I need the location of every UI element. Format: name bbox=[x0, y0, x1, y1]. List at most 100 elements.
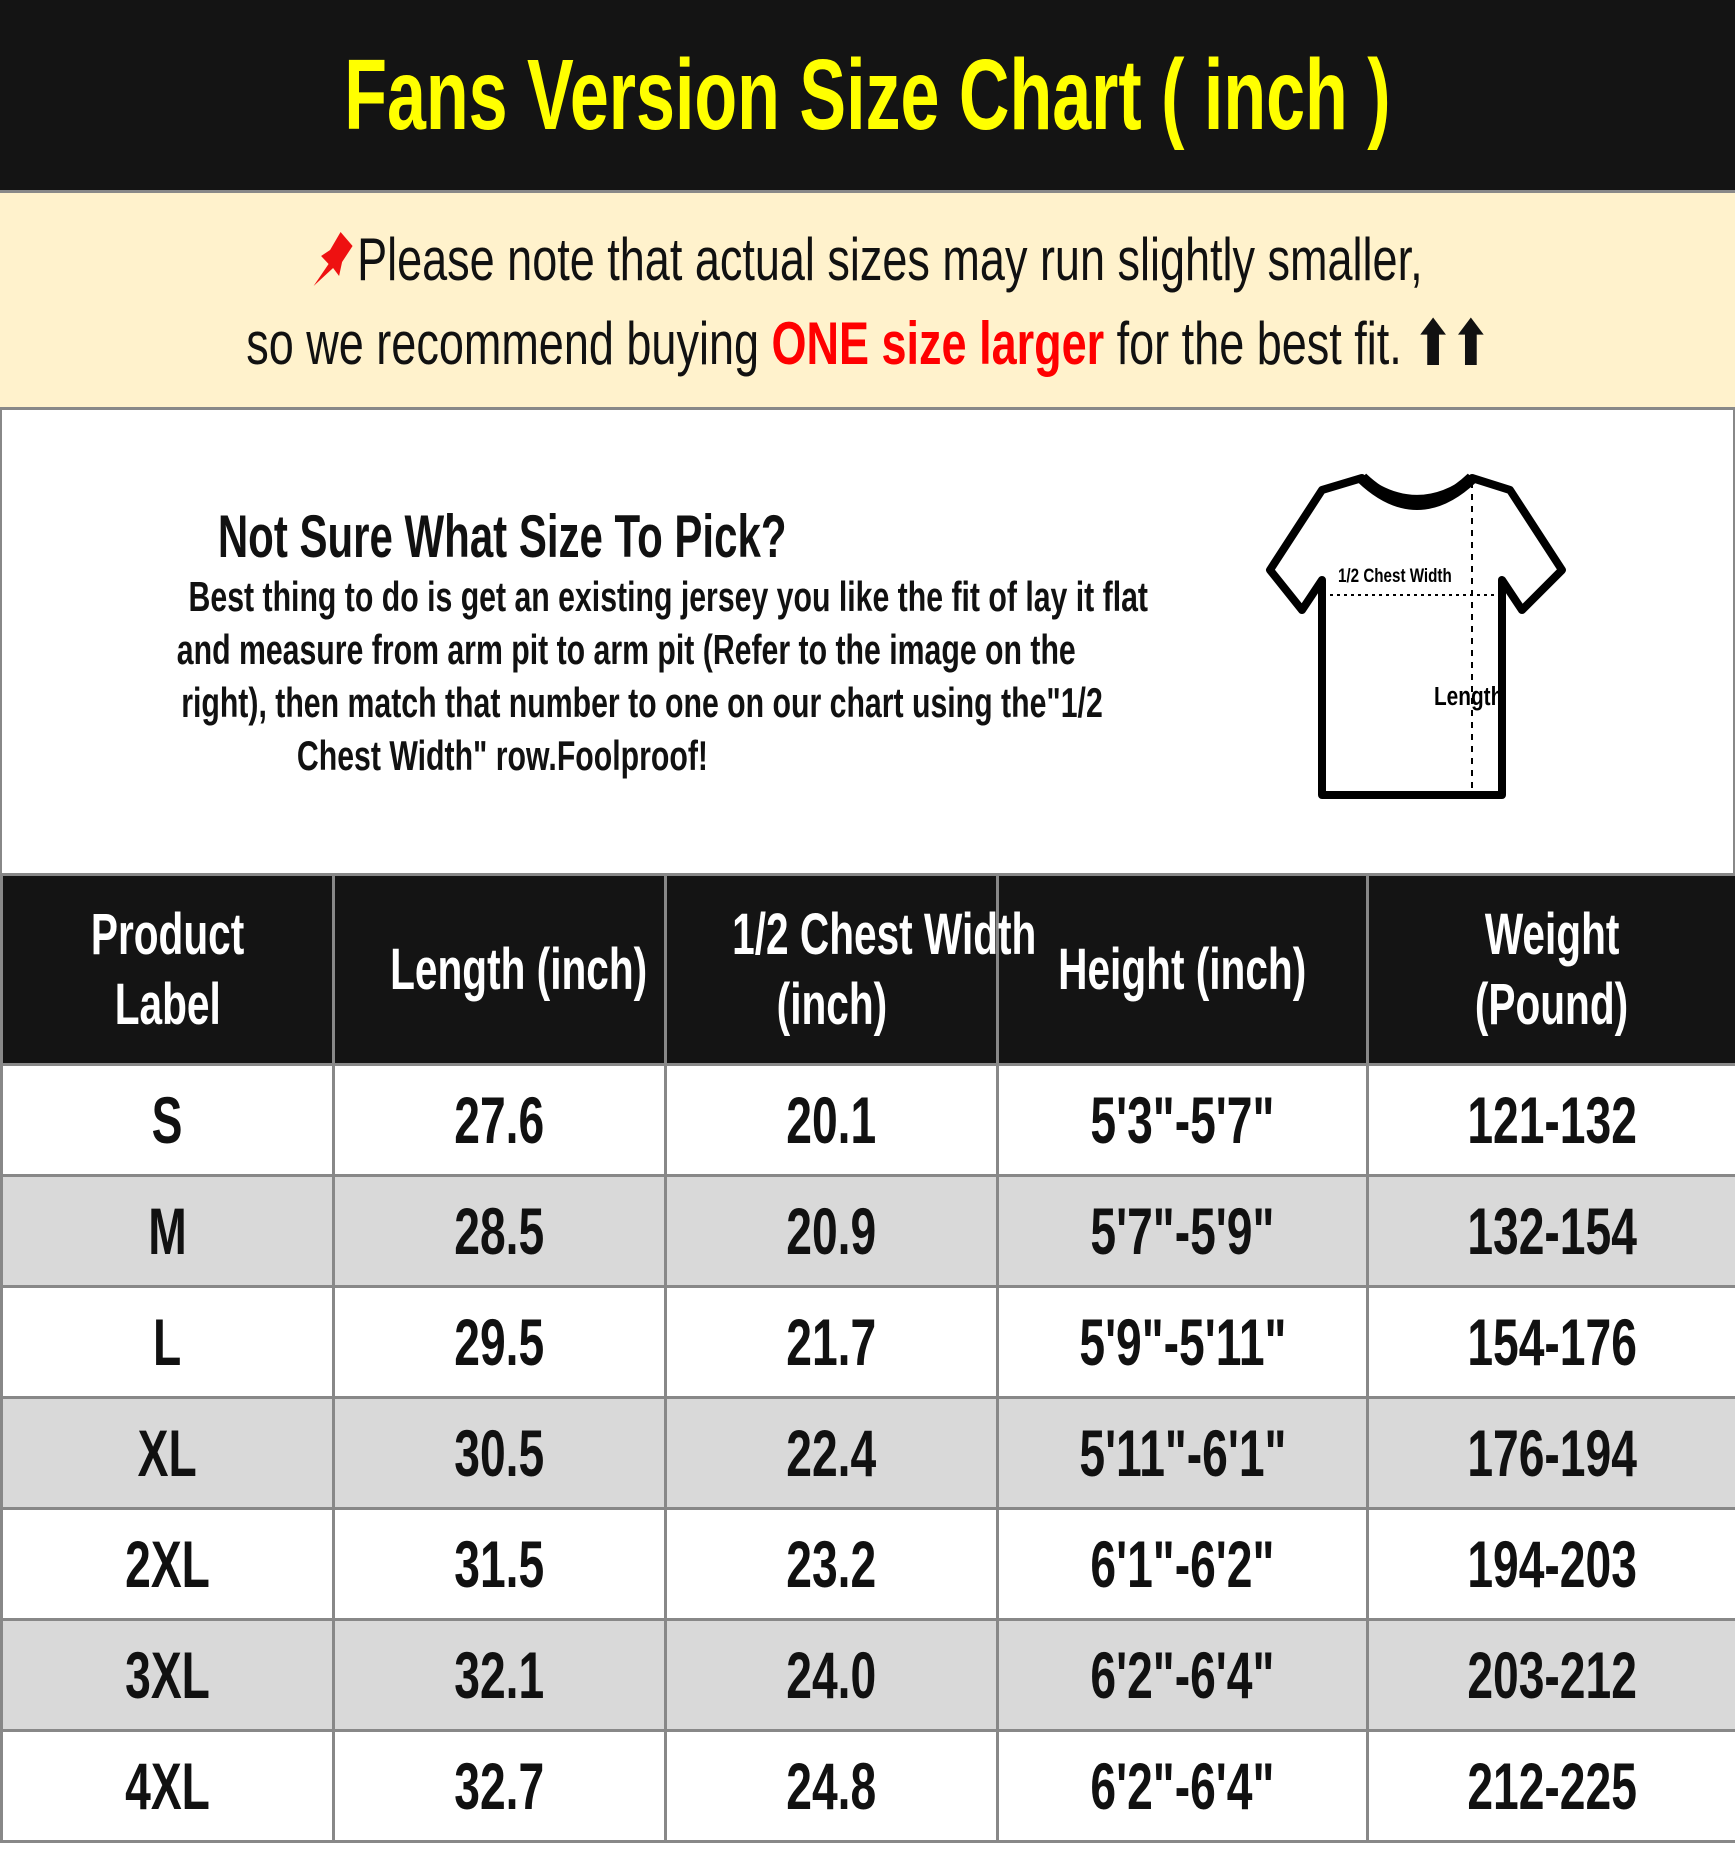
column-header-text: Product bbox=[90, 901, 245, 967]
table-row: 4XL 32.7 24.8 6'2"-6'4" 212-225 bbox=[0, 1729, 1735, 1843]
column-header-text: (inch) bbox=[776, 971, 887, 1037]
cell-value: 154-176 bbox=[1467, 1305, 1637, 1379]
column-header: 1/2 Chest Width (inch) bbox=[664, 873, 1036, 1066]
table-cell: 132-154 bbox=[1366, 1174, 1735, 1288]
cell-value: 22.4 bbox=[786, 1416, 877, 1490]
cell-value: 6'2"-6'4" bbox=[1090, 1749, 1275, 1823]
table-cell: 22.4 bbox=[664, 1396, 999, 1510]
cell-value: 30.5 bbox=[454, 1416, 545, 1490]
size-table: Product Label Length (inch) 1/2 Chest Width… bbox=[0, 873, 1735, 1843]
table-cell: S bbox=[0, 1063, 335, 1177]
table-cell: 5'9"-5'11" bbox=[996, 1285, 1369, 1399]
cell-value: 32.7 bbox=[454, 1749, 545, 1823]
column-header: Height (inch) bbox=[996, 873, 1369, 1066]
table-cell: 6'2"-6'4" bbox=[996, 1618, 1369, 1732]
pushpin-icon bbox=[313, 232, 353, 286]
cell-value: 2XL bbox=[125, 1527, 210, 1601]
title-bar: Fans Version Size Chart ( inch ) bbox=[0, 0, 1735, 193]
column-header-text: (Pound) bbox=[1475, 971, 1629, 1037]
table-cell: 20.1 bbox=[664, 1063, 999, 1177]
table-cell: 5'11"-6'1" bbox=[996, 1396, 1369, 1510]
cell-value: 32.1 bbox=[454, 1638, 545, 1712]
table-cell: 154-176 bbox=[1366, 1285, 1735, 1399]
cell-value: 31.5 bbox=[454, 1527, 545, 1601]
cell-value: 6'2"-6'4" bbox=[1090, 1638, 1275, 1712]
notice-banner: Please note that actual sizes may run sl… bbox=[0, 193, 1735, 410]
cell-value: 3XL bbox=[125, 1638, 210, 1712]
table-row: L 29.5 21.7 5'9"-5'11" 154-176 bbox=[0, 1285, 1735, 1399]
up-arrows-icon: ⬆⬆ bbox=[1413, 310, 1490, 377]
cell-value: 23.2 bbox=[786, 1527, 877, 1601]
table-cell: 24.8 bbox=[664, 1729, 999, 1843]
column-header-text: Height (inch) bbox=[1058, 936, 1307, 1002]
help-text: Best thing to do is get an existing jers… bbox=[176, 573, 1149, 779]
cell-value: 5'11"-6'1" bbox=[1078, 1416, 1287, 1490]
chest-width-label: 1/2 Chest Width bbox=[1338, 564, 1452, 586]
column-header-text: Weight bbox=[1484, 901, 1620, 967]
table-cell: 4XL bbox=[0, 1729, 335, 1843]
cell-value: 20.1 bbox=[786, 1083, 877, 1157]
cell-value: XL bbox=[137, 1416, 198, 1490]
table-cell: 20.9 bbox=[664, 1174, 999, 1288]
table-row: M 28.5 20.9 5'7"-5'9" 132-154 bbox=[0, 1174, 1735, 1288]
table-cell: 6'1"-6'2" bbox=[996, 1507, 1369, 1621]
table-cell: 24.0 bbox=[664, 1618, 999, 1732]
table-cell: 27.6 bbox=[332, 1063, 667, 1177]
cell-value: 176-194 bbox=[1467, 1416, 1637, 1490]
table-cell: 23.2 bbox=[664, 1507, 999, 1621]
column-header-text: 1/2 Chest Width bbox=[732, 901, 1037, 967]
cell-value: 28.5 bbox=[454, 1194, 545, 1268]
table-cell: 212-225 bbox=[1366, 1729, 1735, 1843]
table-cell: 194-203 bbox=[1366, 1507, 1735, 1621]
cell-value: L bbox=[153, 1305, 182, 1379]
table-cell: 28.5 bbox=[332, 1174, 667, 1288]
table-cell: 32.7 bbox=[332, 1729, 667, 1843]
table-cell: 29.5 bbox=[332, 1285, 667, 1399]
cell-value: 5'9"-5'11" bbox=[1078, 1305, 1287, 1379]
table-cell: 203-212 bbox=[1366, 1618, 1735, 1732]
notice-highlight: ONE size larger bbox=[771, 310, 1104, 377]
column-header: Weight (Pound) bbox=[1366, 873, 1735, 1066]
table-row: S 27.6 20.1 5'3"-5'7" 121-132 bbox=[0, 1063, 1735, 1177]
length-label: Length bbox=[1434, 682, 1503, 711]
column-header: Length (inch) bbox=[332, 873, 667, 1066]
help-heading: Not Sure What Size To Pick? bbox=[217, 503, 787, 570]
cell-value: 132-154 bbox=[1467, 1194, 1637, 1268]
table-cell: XL bbox=[0, 1396, 335, 1510]
cell-value: 24.0 bbox=[786, 1638, 877, 1712]
column-header-text: Length (inch) bbox=[390, 936, 648, 1002]
column-header-text: Label bbox=[114, 971, 221, 1037]
notice-line-2-pre: so we recommend buying bbox=[245, 310, 772, 377]
cell-value: 21.7 bbox=[786, 1305, 877, 1379]
cell-value: 203-212 bbox=[1467, 1638, 1637, 1712]
table-row: 2XL 31.5 23.2 6'1"-6'2" 194-203 bbox=[0, 1507, 1735, 1621]
cell-value: 27.6 bbox=[454, 1083, 545, 1157]
column-header: Product Label bbox=[0, 873, 335, 1066]
table-row: XL 30.5 22.4 5'11"-6'1" 176-194 bbox=[0, 1396, 1735, 1510]
cell-value: 20.9 bbox=[786, 1194, 877, 1268]
sizing-help-section: Not Sure What Size To Pick? Best thing t… bbox=[0, 410, 1735, 873]
table-cell: 21.7 bbox=[664, 1285, 999, 1399]
table-cell: 176-194 bbox=[1366, 1396, 1735, 1510]
cell-value: M bbox=[148, 1194, 187, 1268]
cell-value: 5'3"-5'7" bbox=[1090, 1083, 1275, 1157]
table-cell: 32.1 bbox=[332, 1618, 667, 1732]
table-row: 3XL 32.1 24.0 6'2"-6'4" 203-212 bbox=[0, 1618, 1735, 1732]
table-cell: L bbox=[0, 1285, 335, 1399]
table-cell: 6'2"-6'4" bbox=[996, 1729, 1369, 1843]
cell-value: 194-203 bbox=[1467, 1527, 1637, 1601]
table-cell: 5'3"-5'7" bbox=[996, 1063, 1369, 1177]
table-cell: 5'7"-5'9" bbox=[996, 1174, 1369, 1288]
notice-line-1: Please note that actual sizes may run sl… bbox=[357, 226, 1423, 293]
table-cell: 2XL bbox=[0, 1507, 335, 1621]
page-title: Fans Version Size Chart ( inch ) bbox=[344, 38, 1391, 151]
cell-value: 24.8 bbox=[786, 1749, 877, 1823]
cell-value: 5'7"-5'9" bbox=[1090, 1194, 1275, 1268]
cell-value: 29.5 bbox=[454, 1305, 545, 1379]
table-cell: M bbox=[0, 1174, 335, 1288]
table-cell: 3XL bbox=[0, 1618, 335, 1732]
notice-line-2-post: for the best fit. bbox=[1103, 310, 1414, 377]
cell-value: 4XL bbox=[125, 1749, 210, 1823]
table-cell: 30.5 bbox=[332, 1396, 667, 1510]
cell-value: 212-225 bbox=[1467, 1749, 1637, 1823]
